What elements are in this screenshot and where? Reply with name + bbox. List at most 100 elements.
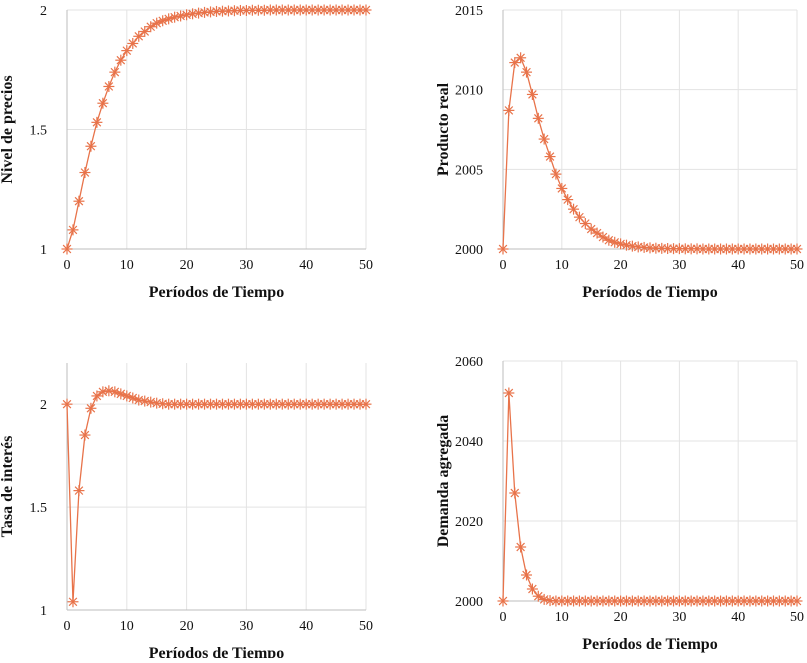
tasa-de-interes-x-axis-label: Períodos de Tiempo <box>149 645 284 658</box>
producto-real-point <box>585 223 597 235</box>
tasa-de-interes-y-tick-label: 1.5 <box>30 501 48 516</box>
producto-real-x-tick-label: 20 <box>614 258 628 273</box>
nivel-de-precios-point <box>73 195 85 207</box>
nivel-de-precios-x-tick-label: 50 <box>359 258 373 273</box>
producto-real-y-axis-label: Producto real <box>435 82 452 176</box>
nivel-de-precios-point <box>205 6 217 18</box>
tasa-de-interes-point <box>91 390 103 402</box>
producto-real-point <box>620 239 632 251</box>
demanda-agregada-point <box>791 595 803 607</box>
producto-real-x-tick-label: 10 <box>555 258 569 273</box>
nivel-de-precios-point <box>67 224 79 236</box>
demanda-agregada-y-tick-label: 2040 <box>455 435 483 450</box>
demanda-agregada-point <box>521 569 533 581</box>
nivel-de-precios-y-tick-label: 1 <box>40 243 47 258</box>
producto-real-point <box>521 66 533 78</box>
producto-real-point <box>791 243 803 255</box>
nivel-de-precios-x-tick-label: 20 <box>180 258 194 273</box>
tasa-de-interes-point <box>115 388 127 400</box>
nivel-de-precios-point <box>139 26 151 38</box>
nivel-de-precios-x-tick-label: 10 <box>120 258 134 273</box>
tasa-de-interes-y-tick-label: 1 <box>40 604 47 619</box>
producto-real-point <box>550 168 562 180</box>
demanda-agregada-x-tick-label: 40 <box>731 610 745 625</box>
tasa-de-interes-point <box>73 485 85 497</box>
nivel-de-precios-point <box>127 37 139 49</box>
nivel-de-precios-point <box>103 80 115 92</box>
producto-real-point <box>526 88 538 100</box>
tasa-de-interes-x-tick-label: 20 <box>180 619 194 634</box>
nivel-de-precios-point <box>193 7 205 19</box>
tasa-de-interes-y-axis-label: Tasa de interés <box>0 436 16 538</box>
producto-real-point <box>591 227 603 239</box>
tasa-de-interes-x-tick-label: 40 <box>299 619 313 634</box>
producto-real-point <box>515 52 527 64</box>
demanda-agregada-x-tick-label: 0 <box>500 610 507 625</box>
nivel-de-precios-point <box>91 116 103 128</box>
demanda-agregada-x-tick-label: 50 <box>790 610 804 625</box>
tasa-de-interes-point <box>151 397 163 409</box>
nivel-de-precios-point <box>175 10 187 22</box>
demanda-agregada-x-tick-label: 30 <box>672 610 686 625</box>
chart-demanda-agregada: 0 10 20 30 40 50 2000 2020 2040 2060 Períodos de T… <box>435 355 804 653</box>
tasa-de-interes-x-tick-label: 30 <box>239 619 253 634</box>
nivel-de-precios-x-tick-label: 40 <box>299 258 313 273</box>
producto-real-point <box>626 240 638 252</box>
producto-real-point <box>538 133 550 145</box>
chart-tasa-de-interes: 0 10 20 30 40 50 1 1.5 2 Períodos de Tiempo Tasa d… <box>0 363 373 662</box>
tasa-de-interes-x-tick-label: 50 <box>359 619 373 634</box>
demanda-agregada-point <box>503 387 515 399</box>
demanda-agregada-point <box>515 541 527 553</box>
tasa-de-interes-series-line <box>66 390 366 602</box>
nivel-de-precios-point <box>163 13 175 25</box>
tasa-de-interes-x-tick-label: 0 <box>64 619 71 634</box>
nivel-de-precios-point <box>115 54 127 66</box>
producto-real-point <box>691 243 703 255</box>
demanda-agregada-y-tick-label: 2020 <box>455 515 483 530</box>
producto-real-point <box>562 194 574 206</box>
producto-real-point <box>503 104 515 116</box>
nivel-de-precios-point <box>121 45 133 57</box>
nivel-de-precios-point <box>133 30 145 42</box>
nivel-de-precios-x-tick-label: 30 <box>239 258 253 273</box>
demanda-agregada-y-axis-label: Demanda agregada <box>435 415 452 548</box>
tasa-de-interes-y-tick-label: 2 <box>40 398 47 413</box>
producto-real-point <box>509 57 521 69</box>
producto-real-point <box>532 112 544 124</box>
demanda-agregada-y-tick-label: 2000 <box>455 595 483 610</box>
producto-real-y-tick-label: 2000 <box>455 243 483 258</box>
nivel-de-precios-point <box>97 97 109 109</box>
nivel-de-precios-point <box>145 21 157 33</box>
producto-real-x-axis-label: Períodos de Tiempo <box>582 284 717 301</box>
producto-real-x-tick-label: 30 <box>672 258 686 273</box>
demanda-agregada-point <box>509 487 521 499</box>
demanda-agregada-point <box>532 590 544 602</box>
nivel-de-precios-point <box>61 243 73 255</box>
producto-real-y-tick-label: 2015 <box>455 4 483 19</box>
producto-real-point <box>556 182 568 194</box>
demanda-agregada-point <box>497 595 509 607</box>
tasa-de-interes-point <box>61 398 73 410</box>
producto-real-point <box>597 231 609 243</box>
producto-real-x-tick-label: 0 <box>500 258 507 273</box>
nivel-de-precios-x-tick-label: 0 <box>64 258 71 273</box>
producto-real-y-tick-label: 2005 <box>455 163 483 178</box>
tasa-de-interes-point <box>145 396 157 408</box>
chart-nivel-de-precios: 0 10 20 30 40 50 1 1.5 2 Períodos de Tiempo Nivel … <box>0 4 373 301</box>
demanda-agregada-x-tick-label: 10 <box>555 610 569 625</box>
nivel-de-precios-y-tick-label: 1.5 <box>30 124 48 139</box>
producto-real-x-tick-label: 50 <box>790 258 804 273</box>
producto-real-y-tick-label: 2010 <box>455 84 483 99</box>
nivel-de-precios-y-tick-label: 2 <box>40 4 47 19</box>
demanda-agregada-series-line <box>502 392 797 602</box>
nivel-de-precios-x-axis-label: Períodos de Tiempo <box>149 284 284 301</box>
tasa-de-interes-x-tick-label: 10 <box>120 619 134 634</box>
chart-producto-real: 0 10 20 30 40 50 2000 2005 2010 2015 Períodos de T… <box>435 4 804 301</box>
demanda-agregada-x-axis-label: Períodos de Tiempo <box>582 636 717 653</box>
nivel-de-precios-point <box>187 8 199 20</box>
demanda-agregada-x-tick-label: 20 <box>614 610 628 625</box>
nivel-de-precios-point <box>360 4 372 16</box>
nivel-de-precios-point <box>109 66 121 78</box>
nivel-de-precios-y-axis-label: Nivel de precios <box>0 75 16 183</box>
